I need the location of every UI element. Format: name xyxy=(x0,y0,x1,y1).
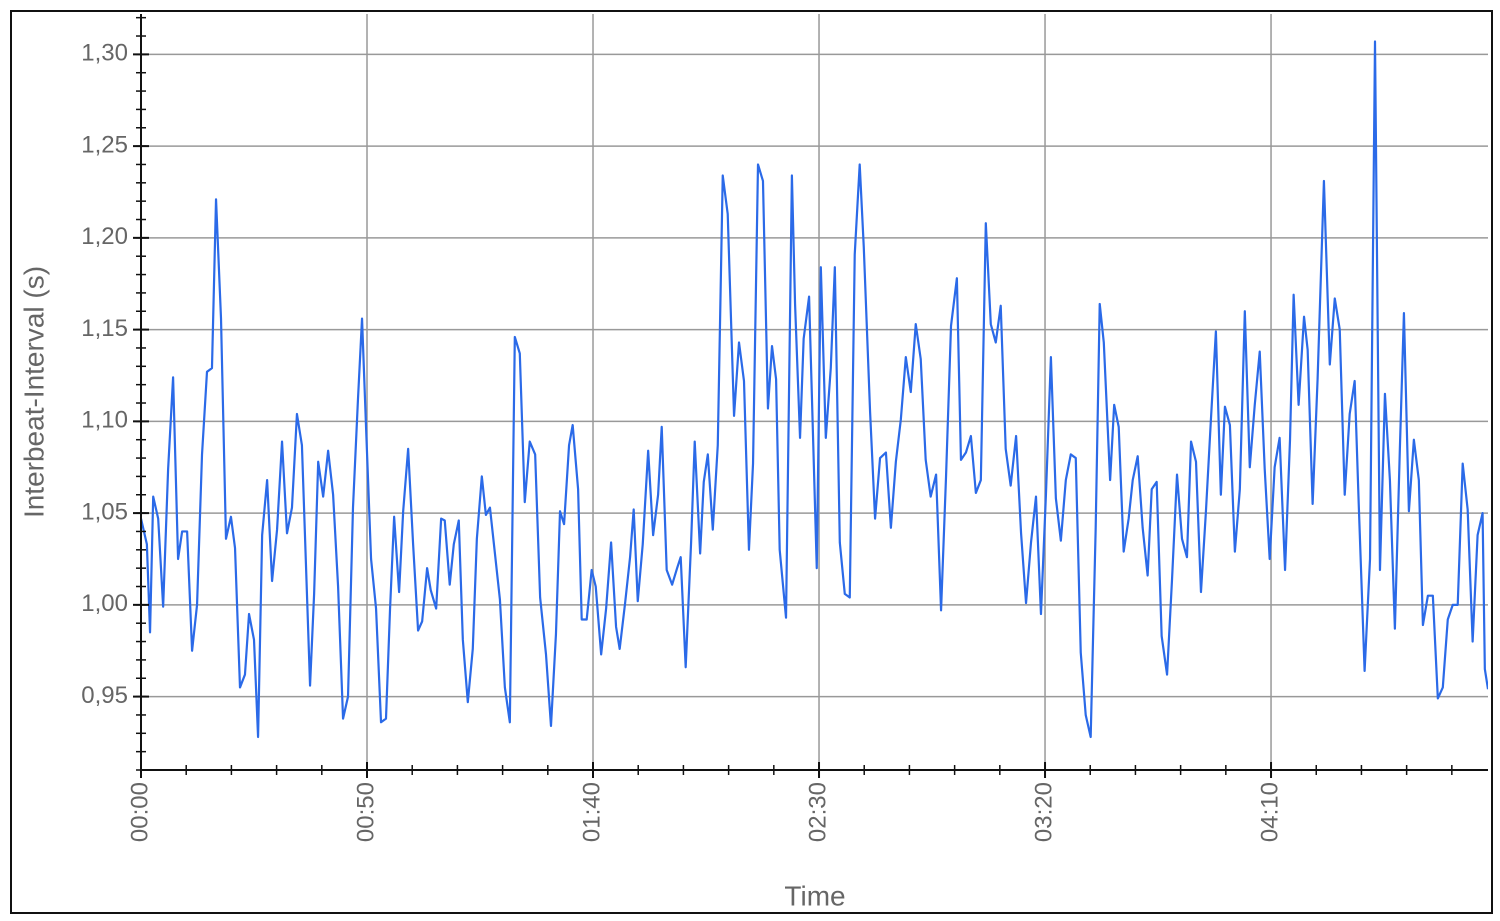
x-tick-label: 00:50 xyxy=(352,782,379,842)
x-tick-label: 02:30 xyxy=(804,782,831,842)
y-tick-label: 1,25 xyxy=(81,131,128,158)
y-tick-label: 1,30 xyxy=(81,40,128,67)
x-tick-label: 04:10 xyxy=(1256,782,1283,842)
frame xyxy=(10,10,1493,914)
axes: 0,95 1,00 1,05 1,10 1,15 1,20 1,25 1,30 00:00 00:… xyxy=(81,14,1488,842)
y-tick-label: 1,00 xyxy=(81,590,128,617)
plot-area xyxy=(141,40,1488,739)
data-line xyxy=(141,40,1488,739)
x-tick-label: 00:00 xyxy=(126,782,153,842)
y-tick-label: 1,15 xyxy=(81,315,128,342)
x-tick-label: 03:20 xyxy=(1030,782,1057,842)
y-tick-label: 1,10 xyxy=(81,407,128,434)
x-axis-title: Time xyxy=(784,880,845,911)
y-tick-label: 1,20 xyxy=(81,223,128,250)
y-tick-label: 1,05 xyxy=(81,498,128,525)
x-tick-label: 01:40 xyxy=(578,782,605,842)
y-tick-label: 0,95 xyxy=(81,682,128,709)
y-axis-title: Interbeat-Interval (s) xyxy=(18,266,49,518)
